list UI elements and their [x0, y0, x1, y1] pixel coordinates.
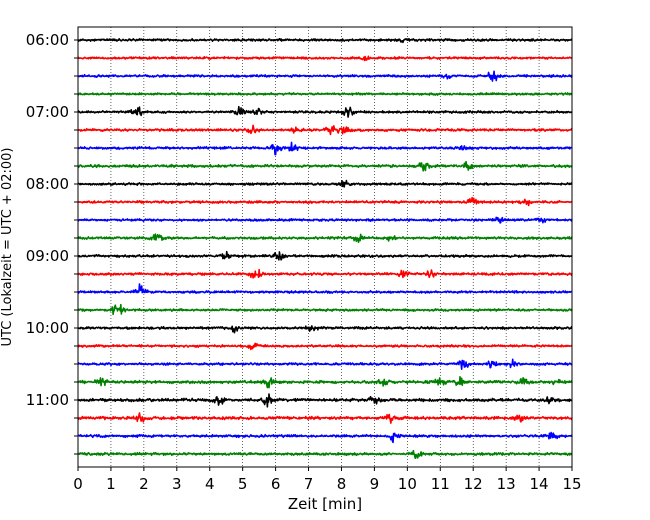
x-tick-label: 6	[271, 475, 281, 493]
trace-line	[77, 303, 573, 316]
trace-line	[77, 216, 573, 224]
x-axis-ticks: 0 1 2 3 4 5 6 7 8 9 10 11 12 13 14 15	[73, 467, 582, 493]
trace-line	[77, 268, 573, 279]
trace-line	[77, 160, 573, 172]
trace-line	[77, 92, 573, 96]
trace-line	[77, 37, 573, 44]
trace-line	[77, 358, 573, 370]
x-tick-label: 10	[398, 475, 417, 493]
x-tick-label: 2	[139, 475, 149, 493]
y-axis-label: UTC (Lokalzeit = UTC + 02:00)	[0, 148, 15, 347]
trace-series	[77, 37, 573, 459]
x-tick-label: 11	[431, 475, 450, 493]
trace-line	[77, 283, 573, 294]
trace-line	[77, 55, 573, 62]
y-tick-label: 11:00	[26, 391, 69, 409]
x-tick-label: 12	[464, 475, 483, 493]
trace-line	[77, 325, 573, 334]
trace-line	[77, 124, 573, 136]
y-tick-label: 10:00	[26, 319, 69, 337]
x-tick-label: 5	[238, 475, 248, 493]
x-tick-label: 14	[530, 475, 549, 493]
plot-frame	[77, 26, 573, 468]
y-axis-ticks: 06:00 07:00 08:00 09:00 10:00 11:00	[26, 31, 78, 455]
trace-line	[77, 141, 573, 156]
trace-line	[77, 449, 573, 459]
trace-line	[77, 105, 573, 118]
x-tick-label: 15	[562, 475, 581, 493]
trace-line	[77, 412, 573, 424]
x-tick-label: 4	[205, 475, 215, 493]
trace-line	[77, 342, 573, 351]
trace-line	[77, 70, 573, 82]
x-tick-label: 3	[172, 475, 182, 493]
trace-line	[77, 376, 573, 389]
y-tick-label: 07:00	[26, 103, 69, 121]
trace-line	[77, 431, 573, 444]
x-axis-label: Zeit [min]	[288, 495, 362, 513]
trace-line	[77, 393, 573, 408]
x-tick-label: 13	[497, 475, 516, 493]
trace-line	[77, 196, 573, 207]
x-tick-label: 7	[304, 475, 314, 493]
trace-line	[77, 179, 573, 188]
x-tick-label: 8	[337, 475, 347, 493]
y-tick-label: 08:00	[26, 175, 69, 193]
x-tick-label: 1	[106, 475, 116, 493]
trace-line	[77, 250, 573, 261]
trace-line	[77, 233, 573, 244]
x-tick-label: 9	[370, 475, 380, 493]
y-tick-label: 09:00	[26, 247, 69, 265]
x-tick-label: 0	[73, 475, 83, 493]
y-tick-label: 06:00	[26, 31, 69, 49]
